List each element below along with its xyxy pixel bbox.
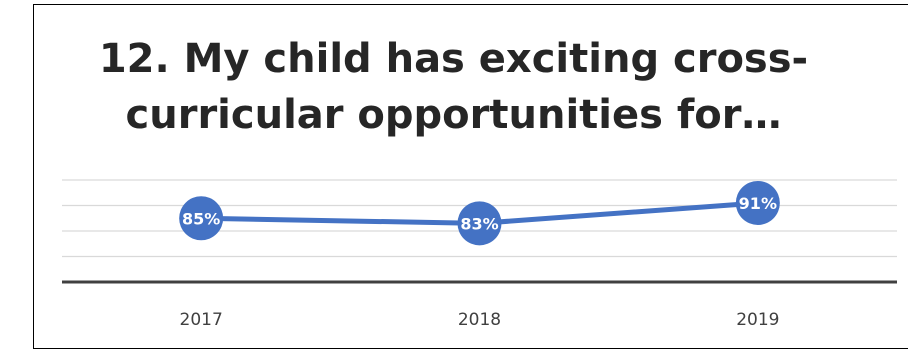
data-series: 85% 83% 91%	[179, 180, 780, 246]
line-chart: 2017 2018 2019 85% 83% 91%	[62, 179, 897, 330]
data-point	[735, 180, 780, 225]
data-point	[179, 196, 224, 241]
x-tick-label: 2019	[736, 310, 779, 330]
data-label: 83%	[460, 214, 498, 233]
x-tick-labels: 2017 2018 2019	[180, 310, 780, 330]
chart-title: 12. My child has exciting cross- curricu…	[33, 31, 874, 143]
data-label: 85%	[182, 209, 220, 228]
x-tick-label: 2018	[458, 310, 501, 330]
data-label: 91%	[739, 194, 777, 213]
chart-title-line-2: curricular opportunities for…	[125, 92, 782, 138]
chart-frame	[33, 4, 908, 349]
data-point	[457, 201, 502, 246]
x-tick-label: 2017	[180, 310, 223, 330]
chart-title-line-1: 12. My child has exciting cross-	[98, 36, 809, 82]
